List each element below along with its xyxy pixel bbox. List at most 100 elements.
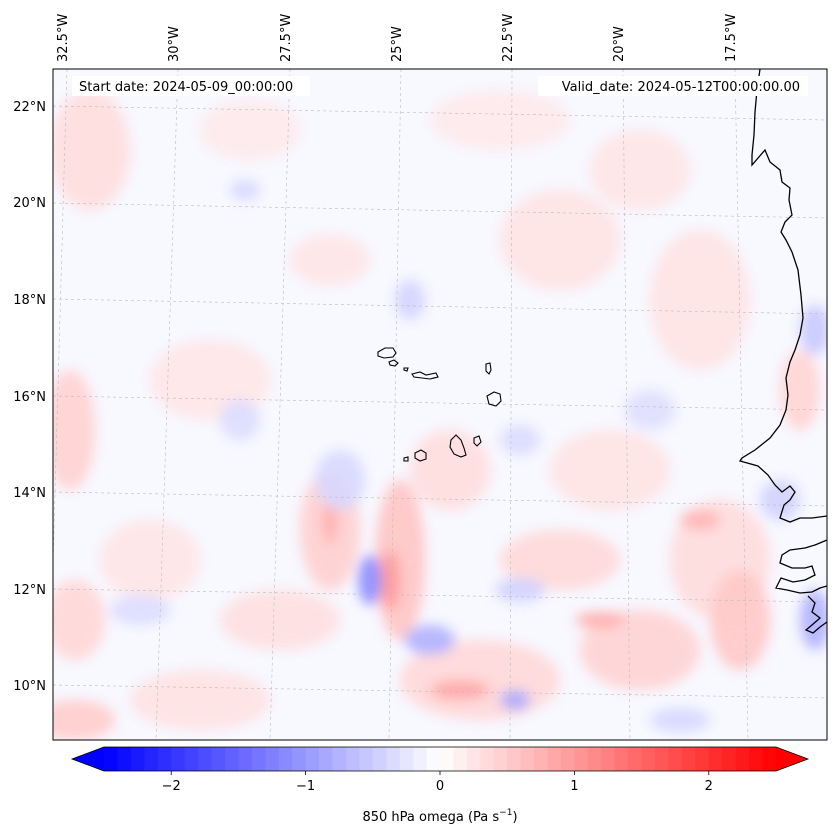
colorbar-cell	[278, 747, 293, 771]
colorbar-label: 850 hPa omega (Pa s−1)	[362, 808, 517, 825]
lat-label-10n: 10°N	[13, 679, 46, 694]
omega-field	[53, 90, 827, 740]
colorbar-cell	[413, 747, 428, 771]
fogo-island	[414, 449, 427, 462]
colorbar-cell	[211, 747, 226, 771]
boa-vista-island	[486, 391, 502, 407]
colorbar-cell	[560, 747, 575, 771]
colorbar-cell	[493, 747, 508, 771]
colorbar-label-main: 850 hPa omega (Pa s	[362, 810, 499, 825]
valid-date-box	[538, 76, 808, 96]
colorbar-cell	[332, 747, 347, 771]
lon-label-27-5w: 27.5°W	[279, 14, 294, 62]
colorbar-cell	[224, 747, 239, 771]
colorbar-cell	[668, 747, 683, 771]
sao-nicolau-island	[411, 371, 439, 380]
gridlines	[53, 69, 827, 740]
lat-label-22n: 22°N	[13, 100, 46, 115]
colorbar-cell	[628, 747, 643, 771]
colorbar-cell	[104, 747, 119, 771]
lat-label-16n: 16°N	[13, 390, 46, 405]
colorbar-cell	[251, 747, 266, 771]
colorbar-cell	[587, 747, 602, 771]
colorbar-outline	[70, 746, 810, 772]
colorbar-cells	[72, 747, 808, 771]
lon-label-25w: 25°W	[390, 26, 405, 62]
brava-island	[403, 456, 409, 462]
map-panel	[53, 69, 827, 740]
colorbar-cell	[440, 747, 455, 771]
colorbar-cell	[534, 747, 549, 771]
colorbar-cell	[655, 747, 670, 771]
colorbar-cell	[520, 747, 535, 771]
santiago-island	[449, 434, 467, 458]
lat-label-14n: 14°N	[13, 486, 46, 501]
lon-label-32-5w: 32.5°W	[56, 14, 71, 62]
lon-label-22-5w: 22.5°W	[501, 14, 516, 62]
colorbar-tick-label: 2	[705, 779, 713, 794]
colorbar-label-exponent: −1	[499, 808, 512, 818]
cape-verde-islands	[377, 347, 502, 462]
colorbar-cell	[292, 747, 307, 771]
colorbar-cell	[130, 747, 145, 771]
colorbar-cell	[466, 747, 481, 771]
colorbar-cell	[144, 747, 159, 771]
date-annotations: Start date: 2024-05-09_00:00:00 Valid_da…	[72, 76, 808, 96]
colorbar-cell	[319, 747, 334, 771]
lat-label-12n: 12°N	[13, 583, 46, 598]
lat-label-18n: 18°N	[13, 293, 46, 308]
colorbar-cell	[681, 747, 696, 771]
colorbar-cell	[574, 747, 589, 771]
colorbar-cell	[749, 747, 764, 771]
sao-vicente-island	[388, 359, 399, 367]
colorbar-ticks: −2 −1 0 1 2	[162, 771, 713, 794]
colorbar-cell	[614, 747, 629, 771]
colorbar-cell	[722, 747, 737, 771]
colorbar-tick-label: 1	[570, 779, 578, 794]
colorbar-cell	[480, 747, 495, 771]
latitude-labels: 22°N 20°N 18°N 16°N 14°N 12°N 10°N	[13, 100, 46, 694]
sal-island	[485, 362, 492, 375]
maio-island	[473, 435, 482, 447]
colorbar-cell	[117, 747, 132, 771]
colorbar-tick-label: −1	[296, 779, 315, 794]
lon-label-20w: 20°W	[612, 26, 627, 62]
colorbar-cell	[345, 747, 360, 771]
colorbar-cell	[198, 747, 213, 771]
colorbar: −2 −1 0 1 2 850 hPa omega (Pa s−1)	[70, 746, 810, 825]
colorbar-cell	[762, 747, 777, 771]
colorbar-cell	[399, 747, 414, 771]
santa-luzia-island	[403, 367, 409, 372]
colorbar-cell	[641, 747, 656, 771]
colorbar-cell	[453, 747, 468, 771]
santo-antao-island	[377, 347, 397, 359]
colorbar-cell	[507, 747, 522, 771]
colorbar-tick-label: 0	[436, 779, 444, 794]
colorbar-cell	[735, 747, 750, 771]
colorbar-cell	[601, 747, 616, 771]
colorbar-extend-low	[72, 747, 104, 771]
colorbar-cell	[426, 747, 441, 771]
colorbar-cell	[547, 747, 562, 771]
colorbar-label-close: )	[512, 810, 517, 825]
colorbar-cell	[386, 747, 401, 771]
colorbar-cell	[359, 747, 374, 771]
colorbar-cell	[305, 747, 320, 771]
longitude-labels: 32.5°W 30°W 27.5°W 25°W 22.5°W 20°W 17.5…	[56, 14, 739, 62]
colorbar-extend-high	[776, 747, 808, 771]
colorbar-cell	[184, 747, 199, 771]
map-frame	[52, 68, 828, 741]
lon-label-17-5w: 17.5°W	[724, 14, 739, 62]
start-date-box	[72, 76, 310, 96]
coastline	[738, 69, 827, 634]
start-date-text: Start date: 2024-05-09_00:00:00	[79, 80, 293, 95]
lon-label-30w: 30°W	[167, 26, 182, 62]
colorbar-tick-label: −2	[162, 779, 181, 794]
colorbar-cell	[708, 747, 723, 771]
colorbar-cell	[171, 747, 186, 771]
colorbar-cell	[265, 747, 280, 771]
colorbar-cell	[157, 747, 172, 771]
colorbar-cell	[238, 747, 253, 771]
colorbar-cell	[695, 747, 710, 771]
